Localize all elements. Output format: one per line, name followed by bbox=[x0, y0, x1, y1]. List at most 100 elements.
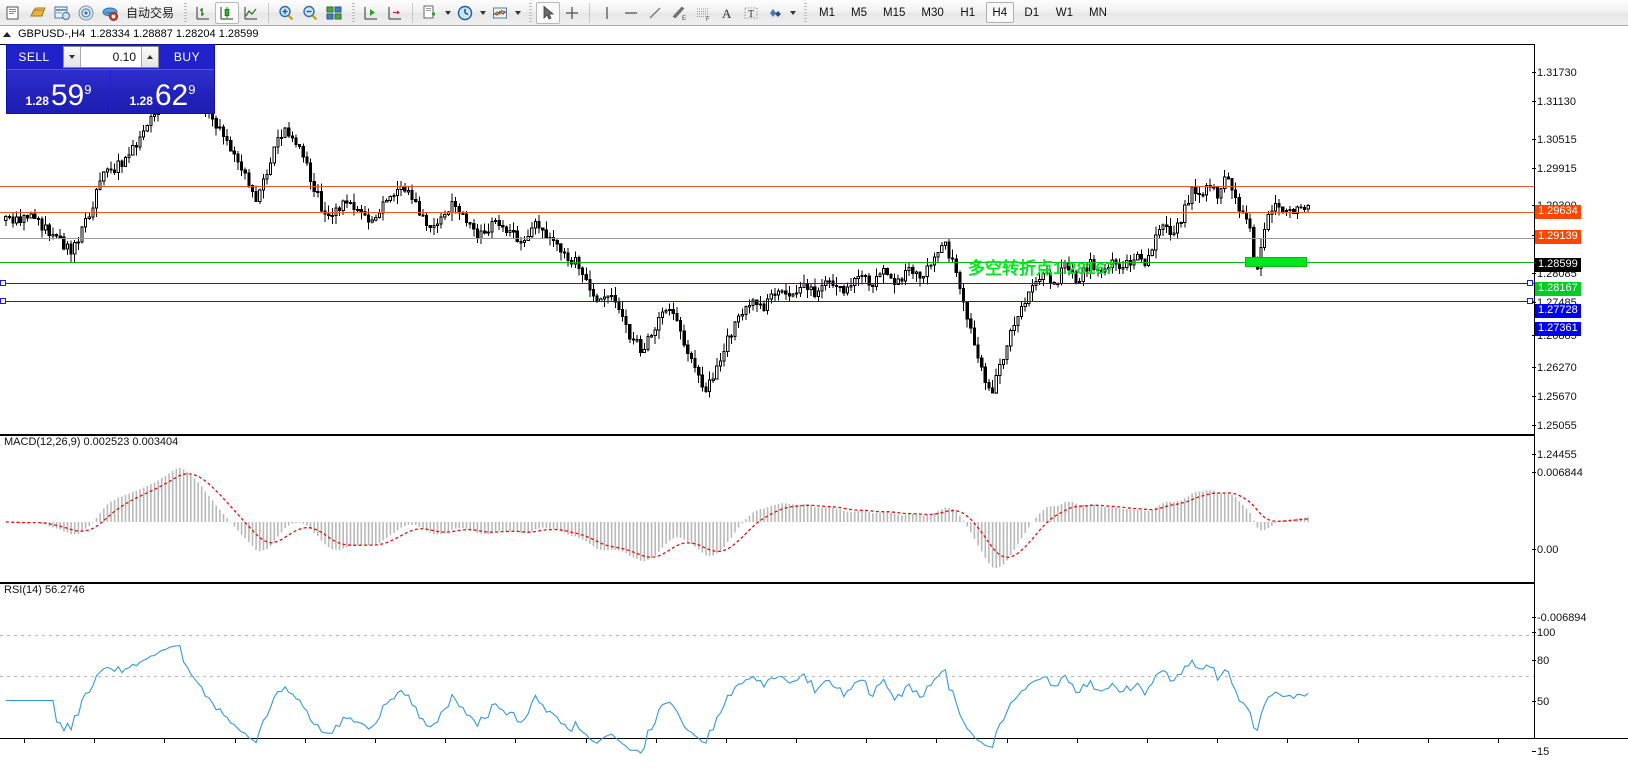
text-label-icon[interactable]: T bbox=[739, 2, 763, 24]
horizontal-line-icon[interactable] bbox=[619, 2, 643, 24]
bar-chart-icon[interactable] bbox=[191, 2, 215, 24]
indicators-icon[interactable] bbox=[488, 2, 512, 24]
svg-text:F: F bbox=[706, 17, 710, 22]
time-axis-line bbox=[0, 738, 1628, 739]
timeframe-m1[interactable]: M1 bbox=[819, 6, 835, 19]
pivot-line[interactable] bbox=[0, 262, 1534, 263]
tile-windows-icon[interactable] bbox=[322, 2, 346, 24]
price-level-label-current[interactable]: 1.28599 bbox=[1535, 258, 1581, 272]
timeframe-m15[interactable]: M15 bbox=[883, 6, 906, 19]
toolbar-divider-2 bbox=[412, 2, 414, 23]
time-tick-mark bbox=[585, 739, 587, 743]
chart-shift-icon[interactable] bbox=[383, 2, 407, 24]
new-order-icon[interactable] bbox=[2, 2, 26, 24]
collapse-triangle-icon[interactable] bbox=[3, 31, 11, 37]
period-icon[interactable] bbox=[453, 2, 477, 24]
price-level-label-resistance[interactable]: 1.29634 bbox=[1535, 205, 1581, 219]
price-level-label-resistance[interactable]: 1.29139 bbox=[1535, 230, 1581, 244]
templates-chevron-down-icon[interactable] bbox=[442, 2, 453, 24]
timeframe-h4[interactable]: H4 bbox=[985, 2, 1014, 23]
time-tick-mark bbox=[164, 739, 166, 743]
period-chevron-down-icon[interactable] bbox=[477, 2, 488, 24]
buy-button[interactable]: BUY bbox=[173, 50, 201, 64]
support-line-2[interactable] bbox=[0, 301, 1534, 302]
equidistant-channel-icon[interactable]: E bbox=[667, 2, 691, 24]
auto-scroll-icon[interactable] bbox=[359, 2, 383, 24]
data-window-icon[interactable] bbox=[50, 2, 74, 24]
macd-tick: -0.006894 bbox=[1532, 613, 1587, 624]
timeframe-d1[interactable]: D1 bbox=[1024, 6, 1040, 19]
time-tick-mark bbox=[936, 739, 938, 743]
chart-window[interactable]: GBPUSD-,H4 1.28334 1.28887 1.28204 1.285… bbox=[0, 26, 1628, 772]
gold-bar-icon[interactable] bbox=[26, 2, 50, 24]
sell-button[interactable]: SELL bbox=[18, 50, 50, 64]
toolbar-separator bbox=[181, 2, 189, 23]
timeframe-m5[interactable]: M5 bbox=[851, 6, 867, 19]
fibonacci-retracement-icon[interactable]: F bbox=[691, 2, 715, 24]
support-anchor-left-2[interactable] bbox=[0, 298, 6, 304]
resistance-line-1[interactable] bbox=[0, 186, 1534, 187]
chart-title-bar: GBPUSD-,H4 1.28334 1.28887 1.28204 1.285… bbox=[0, 26, 1628, 42]
buy-price-cell[interactable]: 1.28 62 9 bbox=[111, 70, 214, 113]
time-tick-mark bbox=[94, 739, 96, 743]
pane-separator-macd bbox=[0, 434, 1534, 436]
shapes-chevron-down-icon[interactable] bbox=[787, 2, 798, 24]
templates-icon[interactable] bbox=[418, 2, 442, 24]
one-click-trading-panel[interactable]: SELL 0.10 BUY 1.28 59 9 bbox=[6, 44, 215, 114]
timeframe-h1[interactable]: H1 bbox=[960, 6, 976, 19]
price-level-label-support[interactable]: 1.27728 bbox=[1535, 304, 1581, 318]
shapes-icon[interactable] bbox=[763, 2, 787, 24]
pivot-annotation[interactable]: 多空转折点1.28167 bbox=[968, 259, 1115, 278]
expert-advisor-icon[interactable] bbox=[98, 2, 122, 24]
timeframe-w1[interactable]: W1 bbox=[1055, 6, 1074, 19]
toolbar-divider-3 bbox=[589, 2, 591, 23]
crosshair-icon[interactable] bbox=[560, 2, 584, 24]
price-tick: 1.29915 bbox=[1532, 164, 1577, 175]
sell-price-cell[interactable]: 1.28 59 9 bbox=[7, 70, 110, 113]
rsi-guide-80 bbox=[0, 635, 1534, 636]
macd-tick: 0.006844 bbox=[1532, 468, 1583, 479]
timeframe-mn[interactable]: MN bbox=[1089, 6, 1107, 19]
rsi-tick: 15 bbox=[1532, 747, 1549, 758]
volume-stepper[interactable]: 0.10 bbox=[63, 46, 159, 68]
text-icon[interactable]: A bbox=[715, 2, 739, 24]
trendline-icon[interactable] bbox=[643, 2, 667, 24]
price-level-label-pivot[interactable]: 1.28167 bbox=[1535, 282, 1581, 296]
price-tick: 1.26270 bbox=[1532, 363, 1577, 374]
resistance-line-2[interactable] bbox=[0, 212, 1534, 213]
support-line-1[interactable] bbox=[0, 283, 1534, 284]
time-tick-mark bbox=[1147, 739, 1149, 743]
line-chart-icon[interactable] bbox=[239, 2, 263, 24]
buy-price-base: 1.28 bbox=[129, 94, 153, 108]
support-anchor-right-1[interactable] bbox=[1527, 280, 1533, 286]
time-tick-mark bbox=[796, 739, 798, 743]
price-level-label-support[interactable]: 1.27361 bbox=[1535, 322, 1581, 336]
zoom-out-icon[interactable] bbox=[298, 2, 322, 24]
support-anchor-left-1[interactable] bbox=[0, 280, 6, 286]
volume-increase-icon[interactable] bbox=[141, 47, 158, 67]
zoom-in-icon[interactable] bbox=[274, 2, 298, 24]
timeframe-m30[interactable]: M30 bbox=[921, 6, 944, 19]
candlestick-chart-icon[interactable] bbox=[215, 1, 240, 24]
svg-text:T: T bbox=[748, 9, 754, 20]
volume-value[interactable]: 0.10 bbox=[81, 47, 141, 67]
chart-symbol-label: GBPUSD-,H4 bbox=[18, 28, 86, 40]
price-tick: 1.27485 bbox=[1532, 298, 1577, 309]
indicators-chevron-down-icon[interactable] bbox=[512, 2, 523, 24]
toolbar-separator-3 bbox=[526, 2, 534, 23]
rsi-guide-50 bbox=[0, 676, 1534, 677]
pivot-highlight-box[interactable] bbox=[1245, 257, 1307, 267]
volume-decrease-icon[interactable] bbox=[64, 47, 81, 67]
support-anchor-right-2[interactable] bbox=[1527, 298, 1533, 304]
macd-tick: 0.00 bbox=[1532, 545, 1558, 556]
signals-icon[interactable] bbox=[74, 2, 98, 24]
price-tick: 1.25670 bbox=[1532, 392, 1577, 403]
autotrade-label[interactable]: 自动交易 bbox=[126, 6, 175, 20]
price-tick: 1.31130 bbox=[1532, 97, 1576, 108]
cursor-icon[interactable] bbox=[536, 1, 561, 24]
time-tick-mark bbox=[1006, 739, 1008, 743]
vertical-line-icon[interactable] bbox=[595, 2, 619, 24]
chart-plot-layer bbox=[4, 57, 1310, 754]
time-tick-mark bbox=[655, 739, 657, 743]
time-tick-mark bbox=[515, 739, 517, 743]
